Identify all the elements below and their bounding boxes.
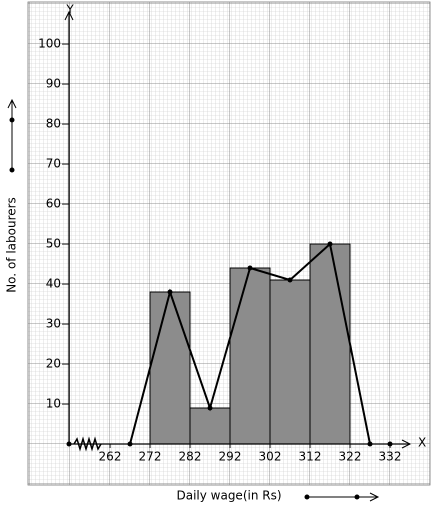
axis-break bbox=[73, 436, 102, 452]
origin-dot bbox=[66, 441, 72, 447]
polygon-point bbox=[167, 289, 173, 295]
y-tick-label: 20 bbox=[46, 357, 61, 371]
bar bbox=[229, 267, 271, 445]
y-tick-label: 80 bbox=[46, 117, 61, 131]
x-tick-label: 282 bbox=[179, 450, 202, 464]
x-tick-label: 262 bbox=[99, 450, 122, 464]
polygon-point bbox=[327, 241, 333, 247]
y-axis-label: No. of labourers bbox=[5, 197, 19, 293]
x-tick-label: 292 bbox=[219, 450, 242, 464]
x-axis-name: X bbox=[418, 436, 426, 450]
bar bbox=[149, 291, 191, 445]
x-tick-label: 332 bbox=[379, 450, 402, 464]
axis-dot bbox=[387, 441, 393, 447]
decorative-arrows bbox=[7, 98, 380, 502]
polygon-point bbox=[287, 277, 293, 283]
y-tick-label: 10 bbox=[46, 397, 61, 411]
x-tick-label: 322 bbox=[339, 450, 362, 464]
y-tick-label: 60 bbox=[46, 197, 61, 211]
y-tick-label: 40 bbox=[46, 277, 61, 291]
bar bbox=[189, 407, 231, 445]
x-tick-label: 312 bbox=[299, 450, 322, 464]
polygon-point bbox=[207, 405, 213, 411]
y-tick-label: 100 bbox=[38, 37, 61, 51]
y-arrow bbox=[64, 10, 74, 21]
x-tick-label: 272 bbox=[139, 450, 162, 464]
polygon-point bbox=[127, 441, 133, 447]
y-tick-label: 30 bbox=[46, 317, 61, 331]
plot bbox=[62, 43, 391, 448]
x-arrow bbox=[401, 439, 412, 449]
y-tick-label: 70 bbox=[46, 157, 61, 171]
bar bbox=[309, 243, 351, 445]
polygon-point bbox=[367, 441, 373, 447]
bar bbox=[269, 279, 311, 445]
polygon-point bbox=[247, 265, 253, 271]
y-tick-label: 50 bbox=[46, 237, 61, 251]
y-axis-name: Y bbox=[65, 3, 74, 17]
x-axis-label: Daily wage(in Rs) bbox=[176, 489, 281, 503]
y-tick-label: 90 bbox=[46, 77, 61, 91]
x-tick-label: 302 bbox=[259, 450, 282, 464]
